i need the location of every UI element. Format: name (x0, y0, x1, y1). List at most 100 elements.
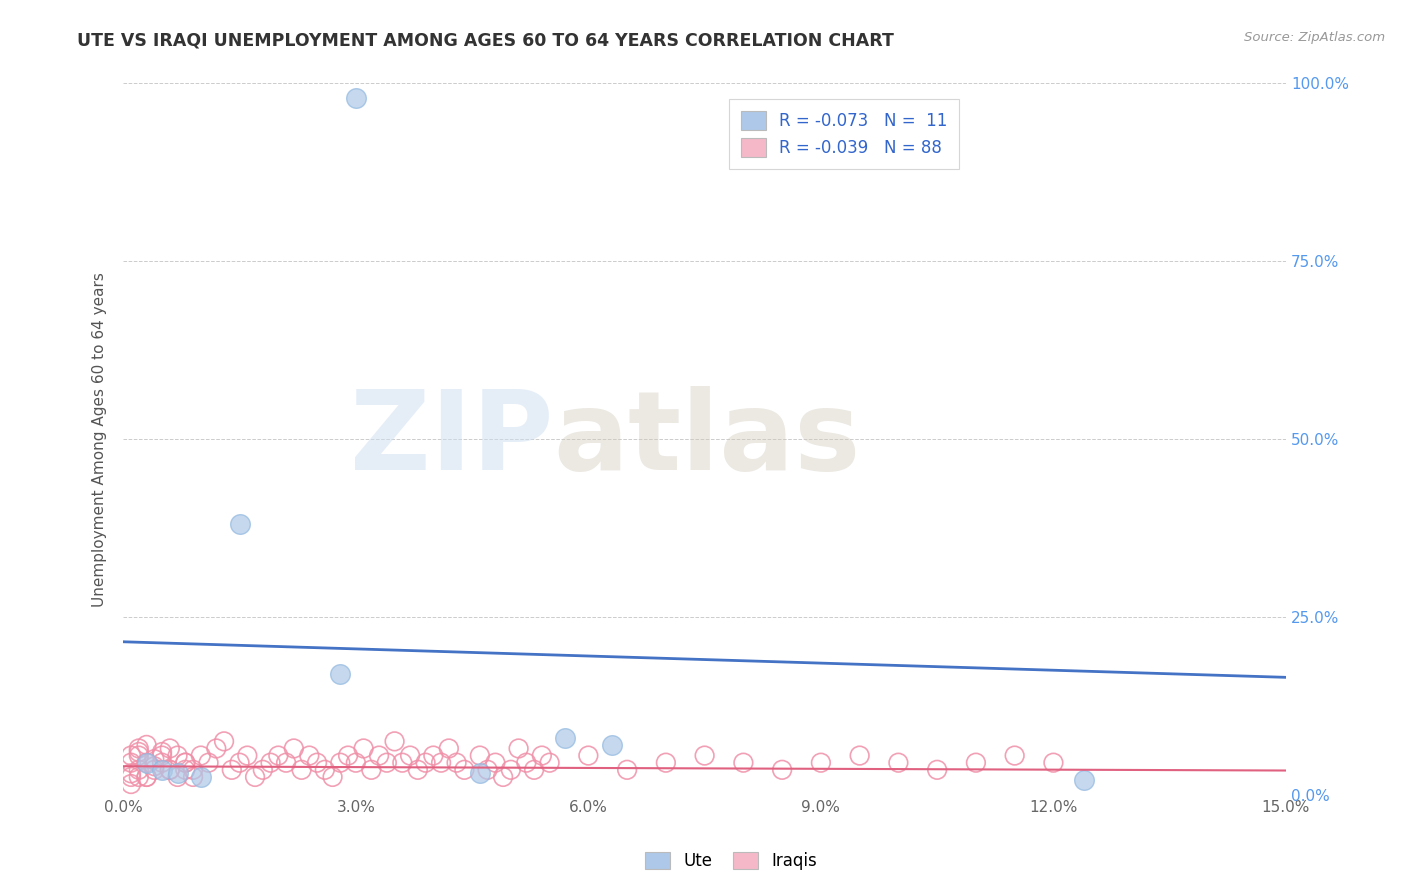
Point (128, 770, 150, 784)
Point (468, 766, 491, 780)
Point (159, 763, 181, 777)
Point (150, 745, 173, 759)
Point (492, 770, 515, 784)
Text: ZIP: ZIP (350, 385, 554, 492)
Point (120, 756, 142, 770)
Point (554, 731, 576, 745)
Text: UTE VS IRAQI UNEMPLOYMENT AMONG AGES 60 TO 64 YEARS CORRELATION CHART: UTE VS IRAQI UNEMPLOYMENT AMONG AGES 60 … (77, 31, 894, 49)
Point (848, 748, 870, 763)
Point (329, 666, 352, 681)
Y-axis label: Unemployment Among Ages 60 to 64 years: Unemployment Among Ages 60 to 64 years (93, 272, 107, 607)
Point (453, 763, 475, 777)
Legend: R = -0.073   N =  11, R = -0.039   N = 88: R = -0.073 N = 11, R = -0.039 N = 88 (730, 99, 959, 169)
Point (523, 763, 546, 777)
Point (655, 756, 678, 770)
Point (399, 748, 422, 763)
Point (181, 763, 204, 777)
Point (252, 763, 274, 777)
Point (174, 763, 197, 777)
Point (499, 763, 522, 777)
Point (128, 741, 150, 756)
Point (221, 763, 243, 777)
Point (733, 756, 755, 770)
Point (143, 763, 166, 777)
Text: Source: ZipAtlas.com: Source: ZipAtlas.com (1244, 31, 1385, 45)
Point (159, 763, 181, 777)
Point (353, 741, 375, 756)
Point (128, 745, 150, 759)
Point (135, 770, 157, 784)
Point (391, 756, 413, 770)
Point (344, 90, 367, 104)
Point (197, 756, 219, 770)
Point (150, 748, 173, 763)
Point (174, 756, 197, 770)
Point (274, 756, 297, 770)
Point (693, 748, 716, 763)
Point (344, 756, 367, 770)
Point (150, 756, 173, 770)
Point (1004, 748, 1026, 763)
Point (143, 759, 166, 773)
Point (259, 756, 281, 770)
Point (1042, 756, 1064, 770)
Point (212, 734, 235, 748)
Point (159, 741, 181, 756)
Point (120, 777, 142, 791)
Point (422, 748, 444, 763)
Point (267, 748, 290, 763)
Point (283, 741, 305, 756)
Point (770, 763, 793, 777)
Point (530, 748, 553, 763)
Point (887, 756, 910, 770)
Point (243, 770, 266, 784)
Point (600, 738, 623, 752)
Point (307, 756, 329, 770)
Point (120, 748, 142, 763)
Point (508, 741, 530, 756)
Point (415, 756, 437, 770)
Point (927, 763, 949, 777)
Point (810, 756, 832, 770)
Point (616, 763, 638, 777)
Legend: Ute, Iraqis: Ute, Iraqis (638, 845, 824, 877)
Point (368, 748, 391, 763)
Point (477, 763, 499, 777)
Text: atlas: atlas (554, 385, 860, 492)
Point (135, 756, 157, 770)
Point (135, 770, 157, 784)
Point (120, 766, 142, 780)
Point (228, 756, 250, 770)
Point (120, 770, 142, 784)
Point (128, 763, 150, 777)
Point (322, 770, 344, 784)
Point (484, 756, 506, 770)
Point (360, 763, 382, 777)
Point (205, 741, 228, 756)
Point (166, 766, 188, 780)
Point (298, 748, 321, 763)
Point (1073, 773, 1095, 788)
Point (314, 763, 336, 777)
Point (174, 756, 197, 770)
Point (337, 748, 360, 763)
Point (384, 734, 406, 748)
Point (430, 756, 453, 770)
Point (406, 763, 429, 777)
Point (190, 770, 212, 784)
Point (166, 770, 188, 784)
Point (446, 756, 468, 770)
Point (166, 748, 188, 763)
Point (437, 741, 460, 756)
Point (143, 752, 166, 766)
Point (515, 756, 537, 770)
Point (228, 517, 250, 532)
Point (150, 763, 173, 777)
Point (375, 756, 398, 770)
Point (290, 763, 312, 777)
Point (468, 748, 491, 763)
Point (128, 748, 150, 763)
Point (538, 756, 561, 770)
Point (135, 738, 157, 752)
Point (329, 756, 352, 770)
